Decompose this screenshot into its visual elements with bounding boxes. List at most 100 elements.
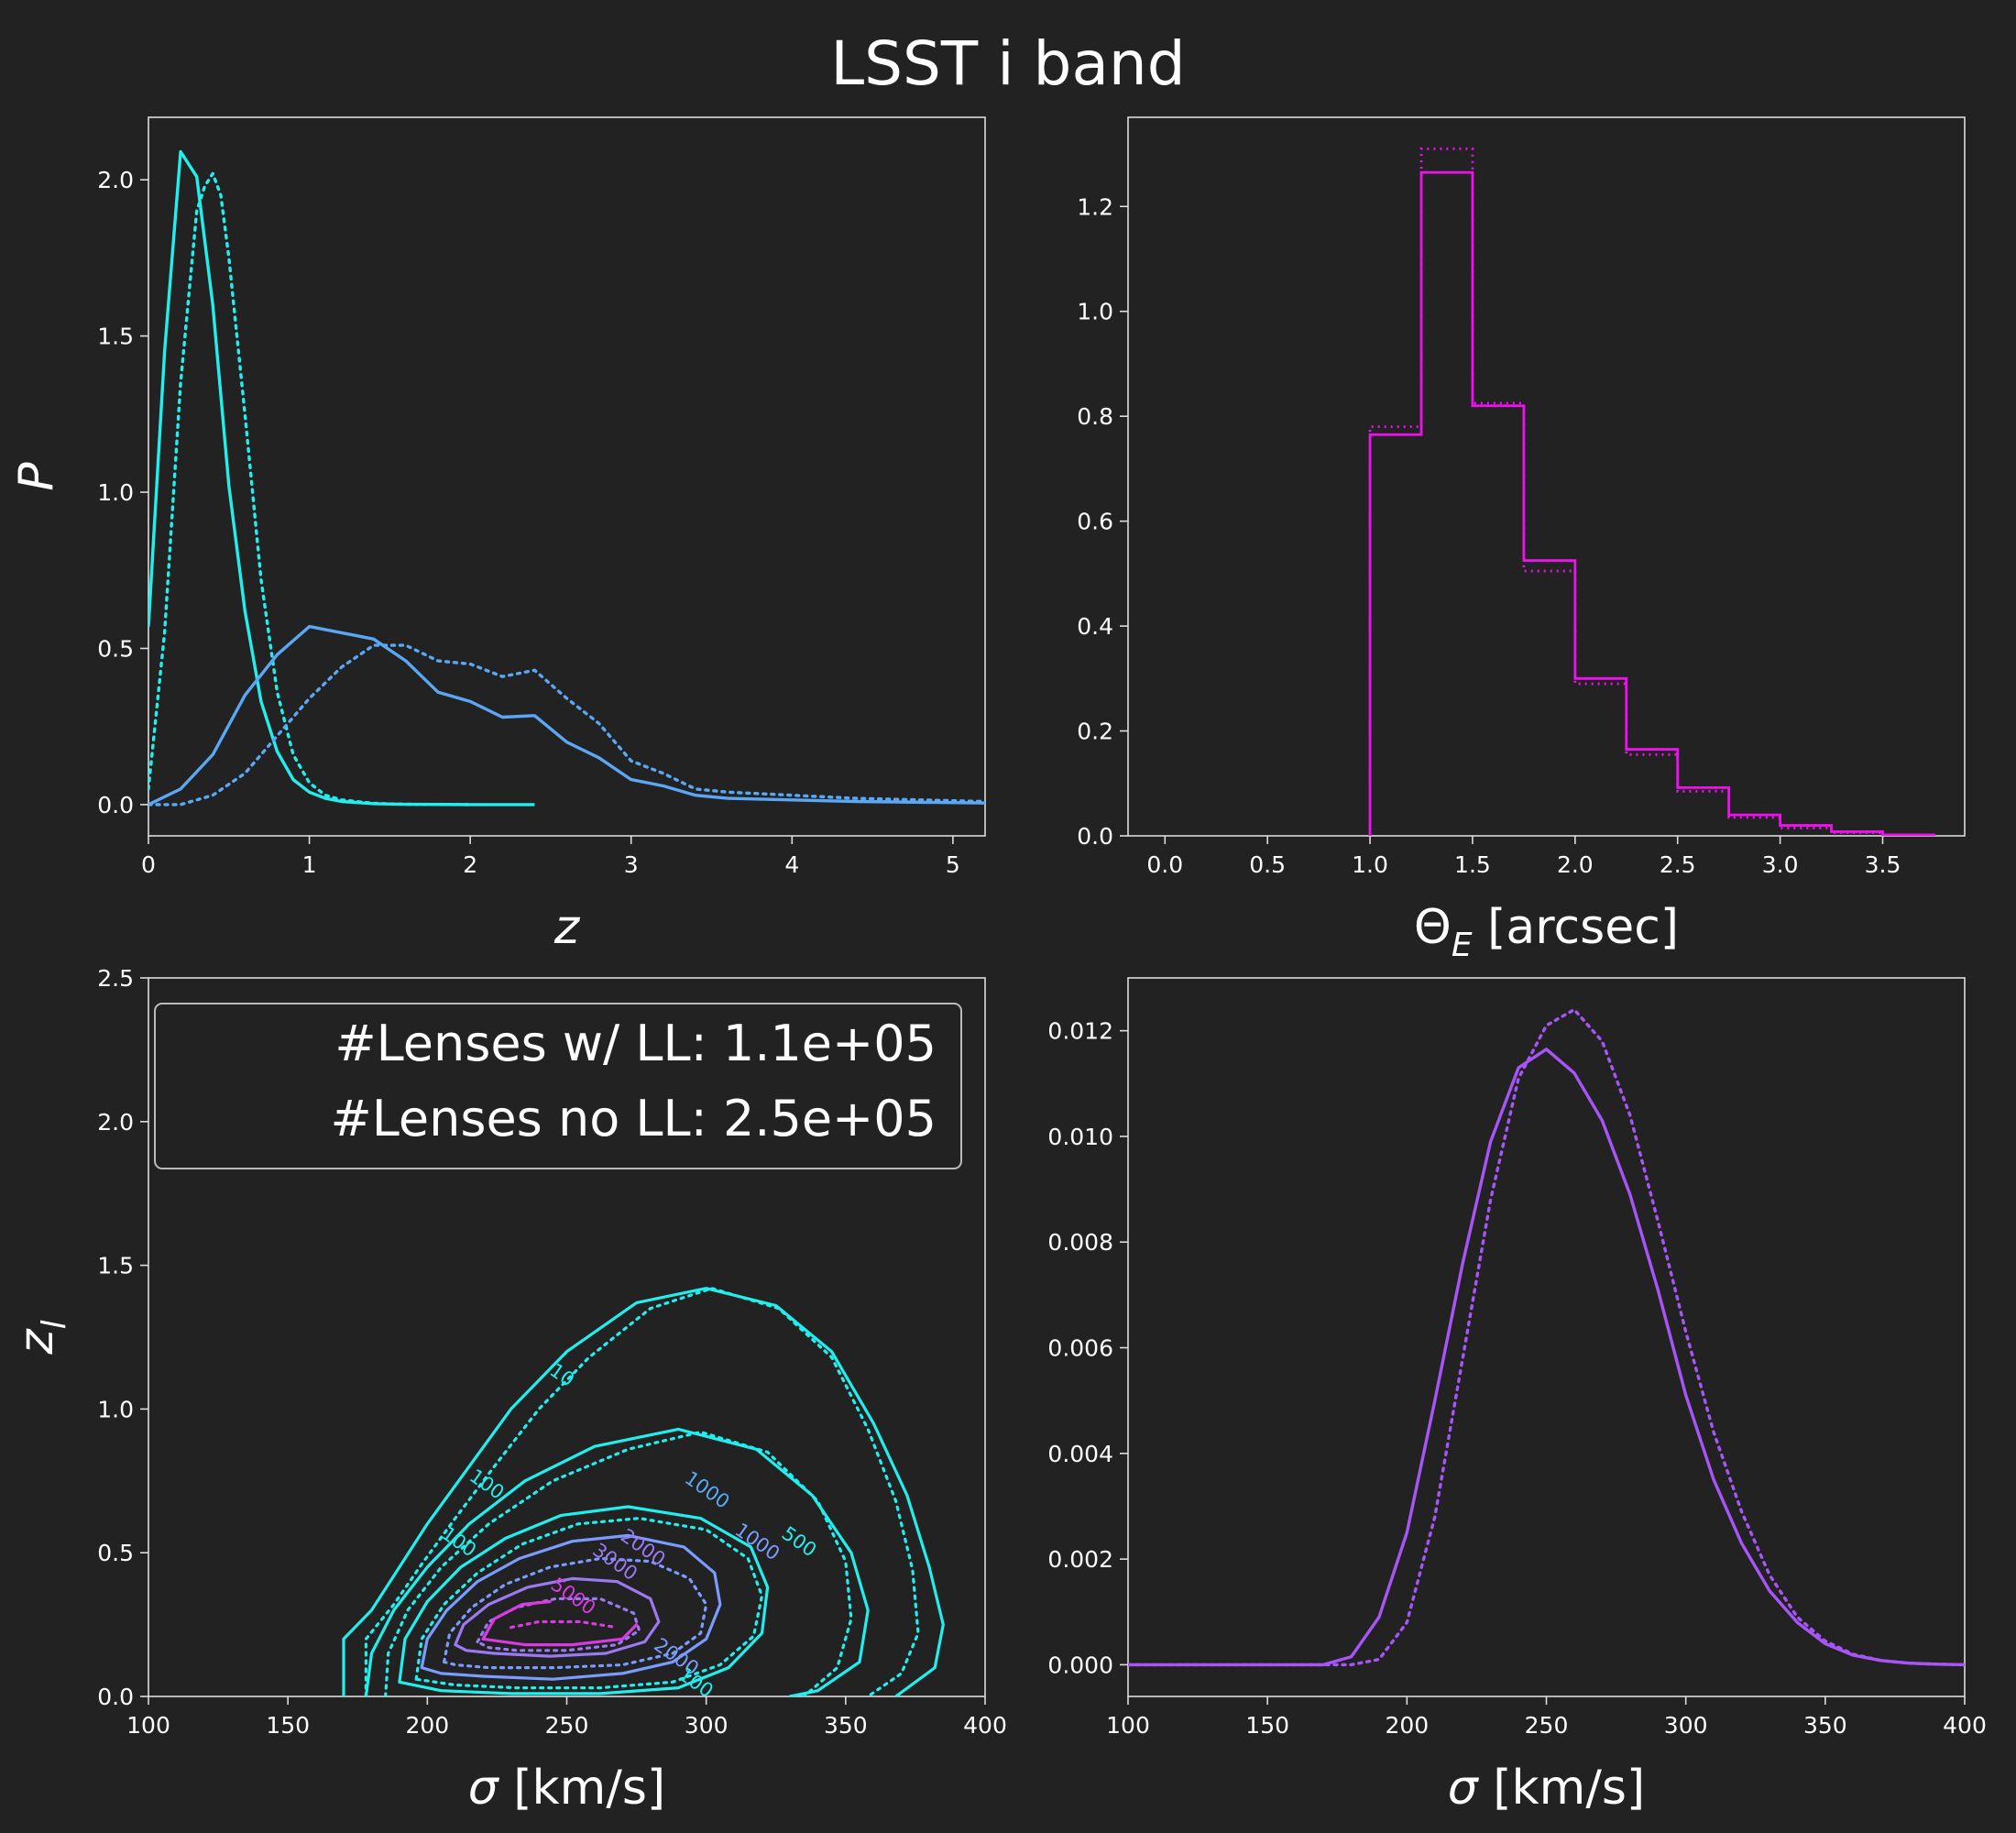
contour-line-12 [509, 1619, 619, 1630]
axes-frame [1127, 977, 1966, 1697]
y-axis-label: P [9, 462, 64, 491]
panel-redshift: 0 1 2 3 4 5 0.0 0.5 1.0 1.5 2.0 z P [9, 116, 986, 955]
contour-line-8 [454, 1576, 661, 1658]
x-tick-label: 1 [302, 851, 317, 878]
x-tick-label: 0.0 [1146, 851, 1183, 878]
x-tick-label: 400 [1943, 1712, 1987, 1739]
contour-line-3 [384, 1430, 853, 1696]
series-line-1 [1128, 1007, 1965, 1667]
contour-line-0 [342, 1287, 945, 1696]
contour-line-5 [414, 1516, 764, 1690]
y-tick-label: 0.6 [1077, 509, 1113, 535]
contour-line-2 [364, 1427, 870, 1696]
y-tick-label: 0.000 [1047, 1652, 1113, 1678]
x-tick-label: 5 [946, 851, 960, 878]
x-tick-label: 250 [545, 1712, 589, 1739]
y-tick-label: 0.004 [1047, 1441, 1113, 1467]
y-tick-label: 0.0 [1077, 823, 1113, 850]
x-tick-label: 150 [1245, 1712, 1289, 1739]
y-tick-label: 1.5 [97, 324, 134, 350]
legend-line-0: #Lenses w/ LL: 1.1e+05 [334, 1015, 937, 1072]
x-axis-label: z [553, 900, 581, 955]
legend-line-1: #Lenses no LL: 2.5e+05 [331, 1090, 937, 1147]
y-tick-label: 0.008 [1047, 1229, 1113, 1256]
x-tick-label: 3 [624, 851, 639, 878]
x-axis-label-unit: [km/s] [1478, 1761, 1645, 1816]
figure-title: LSST i band [830, 28, 1185, 99]
y-axis-label: zl [9, 1320, 73, 1355]
y-tick-label: 1.2 [1077, 193, 1113, 220]
x-tick-label: 3.5 [1865, 851, 1901, 878]
x-tick-label: 400 [963, 1712, 1007, 1739]
x-axis-label-unit: [km/s] [499, 1761, 665, 1816]
y-tick-label: 0.012 [1047, 1018, 1113, 1045]
panel-sigma_dist: 100 150 200 250 300 350 400 0.000 0.002 0.004 0.00… [1047, 977, 1987, 1816]
x-axis-label-unit: [arcsec] [1473, 900, 1679, 955]
x-tick-label: 100 [126, 1712, 170, 1739]
x-axis-label-symbol: σ [468, 1761, 500, 1816]
y-tick-label: 0.010 [1047, 1124, 1113, 1150]
x-axis-label-symbol: σ [1448, 1761, 1480, 1816]
contour-line-7 [443, 1556, 708, 1670]
y-axis-label-symbol: z [9, 1328, 64, 1356]
contour-line-4 [398, 1505, 770, 1696]
x-tick-label: 100 [1106, 1712, 1150, 1739]
x-tick-label: 350 [1803, 1712, 1847, 1739]
x-tick-label: 0 [141, 851, 156, 878]
x-tick-label: 1.5 [1454, 851, 1491, 878]
x-axis-label: σ [km/s] [468, 1761, 665, 1816]
x-axis-label-subscript: E [1452, 927, 1473, 964]
x-tick-label: 300 [685, 1712, 729, 1739]
legend-frame [154, 1003, 962, 1169]
y-tick-label: 1.0 [1077, 299, 1113, 325]
y-tick-label: 0.0 [97, 1684, 134, 1710]
y-tick-label: 0.002 [1047, 1546, 1113, 1573]
x-axis-label: σ [km/s] [1448, 1761, 1645, 1816]
y-tick-label: 0.006 [1047, 1335, 1113, 1362]
y-tick-label: 2.5 [97, 965, 134, 992]
x-tick-label: 200 [405, 1712, 449, 1739]
y-tick-label: 1.0 [97, 479, 134, 506]
y-tick-label: 1.0 [97, 1396, 134, 1422]
plot-area [1128, 1007, 1965, 1667]
x-tick-label: 2.5 [1660, 851, 1696, 878]
panels: 0 1 2 3 4 5 0.0 0.5 1.0 1.5 2.0 z P 0.0 0.5 1.0 1.5 2.0 2.… [9, 116, 1987, 1816]
axes-frame [148, 116, 986, 837]
x-tick-label: 0.5 [1249, 851, 1286, 878]
x-tick-label: 200 [1385, 1712, 1429, 1739]
x-tick-label: 4 [784, 851, 799, 878]
y-tick-label: 0.8 [1077, 403, 1113, 430]
y-tick-label: 2.0 [97, 167, 134, 193]
contour-line-1 [364, 1287, 920, 1696]
x-tick-label: 3.0 [1762, 851, 1799, 878]
y-tick-label: 2.0 [97, 1109, 134, 1136]
contour-line-6 [420, 1533, 722, 1681]
y-tick-label: 0.2 [1077, 719, 1113, 745]
series-line-2 [148, 624, 985, 807]
series-line-1 [148, 171, 472, 807]
x-tick-label: 250 [1525, 1712, 1569, 1739]
y-tick-label: 0.4 [1077, 613, 1113, 640]
x-axis-label-symbol: Θ [1414, 900, 1452, 955]
x-tick-label: 350 [824, 1712, 868, 1739]
y-axis-label-subscript: l [36, 1320, 73, 1329]
axes-frame [1127, 116, 1966, 837]
x-tick-label: 150 [266, 1712, 310, 1739]
y-tick-label: 0.5 [97, 1540, 134, 1566]
x-tick-label: 2.0 [1557, 851, 1594, 878]
x-tick-label: 2 [463, 851, 477, 878]
x-tick-label: 300 [1664, 1712, 1708, 1739]
contour-line-10 [481, 1599, 552, 1641]
x-axis-label: ΘE [arcsec] [1414, 900, 1679, 964]
contour-line-11 [481, 1622, 639, 1647]
x-tick-label: 1.0 [1352, 851, 1388, 878]
series-line-3 [148, 643, 985, 807]
plot-area [1368, 147, 1935, 836]
y-tick-label: 0.0 [97, 792, 134, 818]
plot-area [148, 149, 985, 807]
legend-box: #Lenses w/ LL: 1.1e+05 #Lenses no LL: 2.5… [154, 1003, 962, 1169]
panel-einstein_radius: 0.0 0.5 1.0 1.5 2.0 2.5 3.0 3.5 0.0 0.2 0.4 0.6 0.8 1… [1077, 116, 1966, 964]
panel-sigma_zl_contour: 1010010010005001000200030005000200010010… [9, 965, 1007, 1816]
y-tick-label: 1.5 [97, 1253, 134, 1279]
